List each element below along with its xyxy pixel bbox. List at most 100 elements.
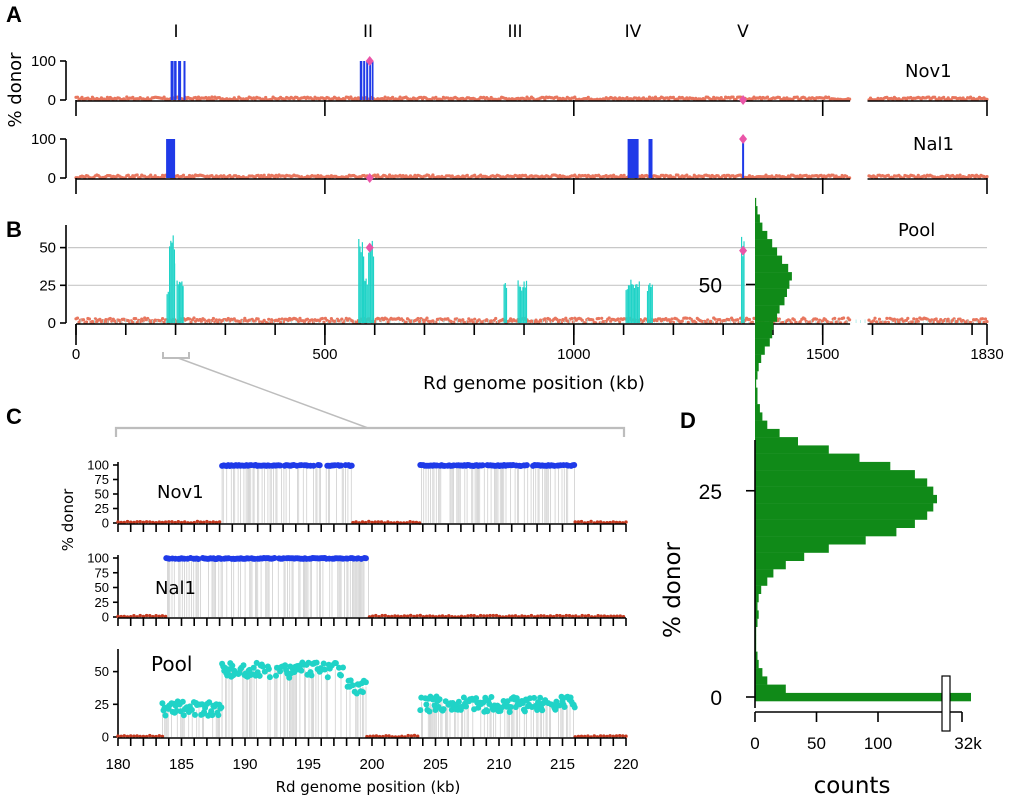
y-tick-label: 100: [87, 551, 109, 566]
background-point: [792, 318, 796, 322]
background-point: [376, 520, 380, 524]
background-point: [267, 173, 271, 177]
donor-point: [313, 659, 320, 666]
background-point: [589, 519, 593, 524]
background-point: [368, 734, 372, 738]
donor-point: [250, 664, 257, 671]
donor-point: [259, 663, 266, 670]
background-point: [373, 520, 377, 524]
donor-point: [215, 712, 222, 719]
donor-point: [480, 699, 487, 706]
background-point: [848, 318, 852, 322]
panel-d-label: D: [680, 408, 696, 433]
histogram-bar: [755, 461, 891, 471]
background-point: [579, 734, 584, 738]
background-point: [296, 319, 301, 323]
background-point: [765, 95, 770, 99]
background-point: [831, 173, 835, 177]
donor-bar: [742, 139, 745, 178]
histogram-bar: [755, 321, 774, 330]
background-point: [927, 95, 931, 99]
background-point: [374, 613, 378, 618]
background-point: [367, 519, 371, 524]
background-point: [983, 317, 988, 321]
background-point: [205, 519, 209, 524]
selection-marker: [365, 242, 374, 253]
x-tick-label: 32k: [954, 734, 982, 753]
background-point: [473, 317, 477, 321]
selection-marker: [739, 95, 748, 105]
background-point: [912, 317, 916, 321]
donor-bar: [369, 61, 371, 100]
x-tick-label: 0: [72, 346, 80, 363]
background-point: [583, 614, 588, 618]
background-point: [934, 317, 938, 321]
background-point: [161, 173, 165, 177]
x-tick-label: 195: [296, 756, 321, 773]
histogram-bar: [755, 618, 758, 627]
donor-point: [188, 706, 195, 713]
background-point: [571, 614, 575, 618]
donor-bar: [178, 61, 182, 100]
donor-bar: [363, 61, 366, 100]
background-point: [437, 614, 441, 618]
background-point: [80, 95, 84, 99]
background-point: [202, 520, 206, 524]
background-point: [199, 319, 203, 323]
x-tick-label: 100: [864, 734, 892, 753]
background-point: [243, 316, 247, 320]
histogram-bar: [755, 362, 759, 372]
histogram-ylabel: % donor: [660, 541, 686, 637]
zoom-bracket-small: [162, 352, 190, 359]
background-point: [87, 317, 91, 321]
background-point: [718, 318, 722, 322]
background-point: [167, 520, 171, 524]
y-tick-label: 50: [95, 664, 109, 679]
donor-point: [537, 694, 544, 701]
y-tick-label: 75: [95, 472, 109, 487]
background-point: [447, 614, 451, 618]
background-point: [134, 317, 138, 321]
histogram-bar: [755, 536, 866, 545]
background-point: [542, 614, 546, 618]
track-nal1: 0 100: [31, 131, 989, 194]
background-point: [157, 734, 161, 738]
background-point: [958, 173, 962, 177]
histogram-bar: [755, 247, 778, 256]
background-point: [119, 734, 123, 738]
background-point: [396, 614, 400, 618]
background-point: [141, 319, 145, 323]
background-point: [471, 320, 475, 324]
background-point: [141, 520, 146, 524]
donor-bar: [170, 61, 174, 100]
background-point: [262, 173, 266, 177]
background-point: [602, 734, 606, 738]
donor-point: [192, 711, 198, 718]
background-point: [280, 317, 284, 321]
background-point: [387, 734, 391, 738]
panel-a-label: A: [6, 2, 22, 27]
background-point: [592, 734, 596, 738]
background-point: [202, 318, 206, 322]
background-point: [777, 317, 782, 321]
background-point: [680, 319, 684, 323]
background-point: [135, 734, 139, 738]
donor-point: [426, 708, 433, 715]
histogram-bar: [755, 206, 758, 215]
background-point: [415, 614, 419, 618]
donor-point: [179, 698, 186, 705]
donor-point: [338, 462, 344, 469]
background-point: [466, 614, 470, 618]
histogram-bar: [755, 230, 768, 240]
track-label-pool: Pool: [898, 220, 935, 241]
histogram-bar: [755, 346, 765, 355]
background-point: [316, 173, 320, 178]
background-point: [955, 319, 959, 324]
background-point: [602, 614, 607, 618]
background-point: [939, 318, 943, 322]
donor-point: [324, 674, 331, 681]
donor-point: [273, 672, 279, 679]
background-point: [135, 520, 139, 524]
y-tick-label: 75: [95, 565, 109, 580]
